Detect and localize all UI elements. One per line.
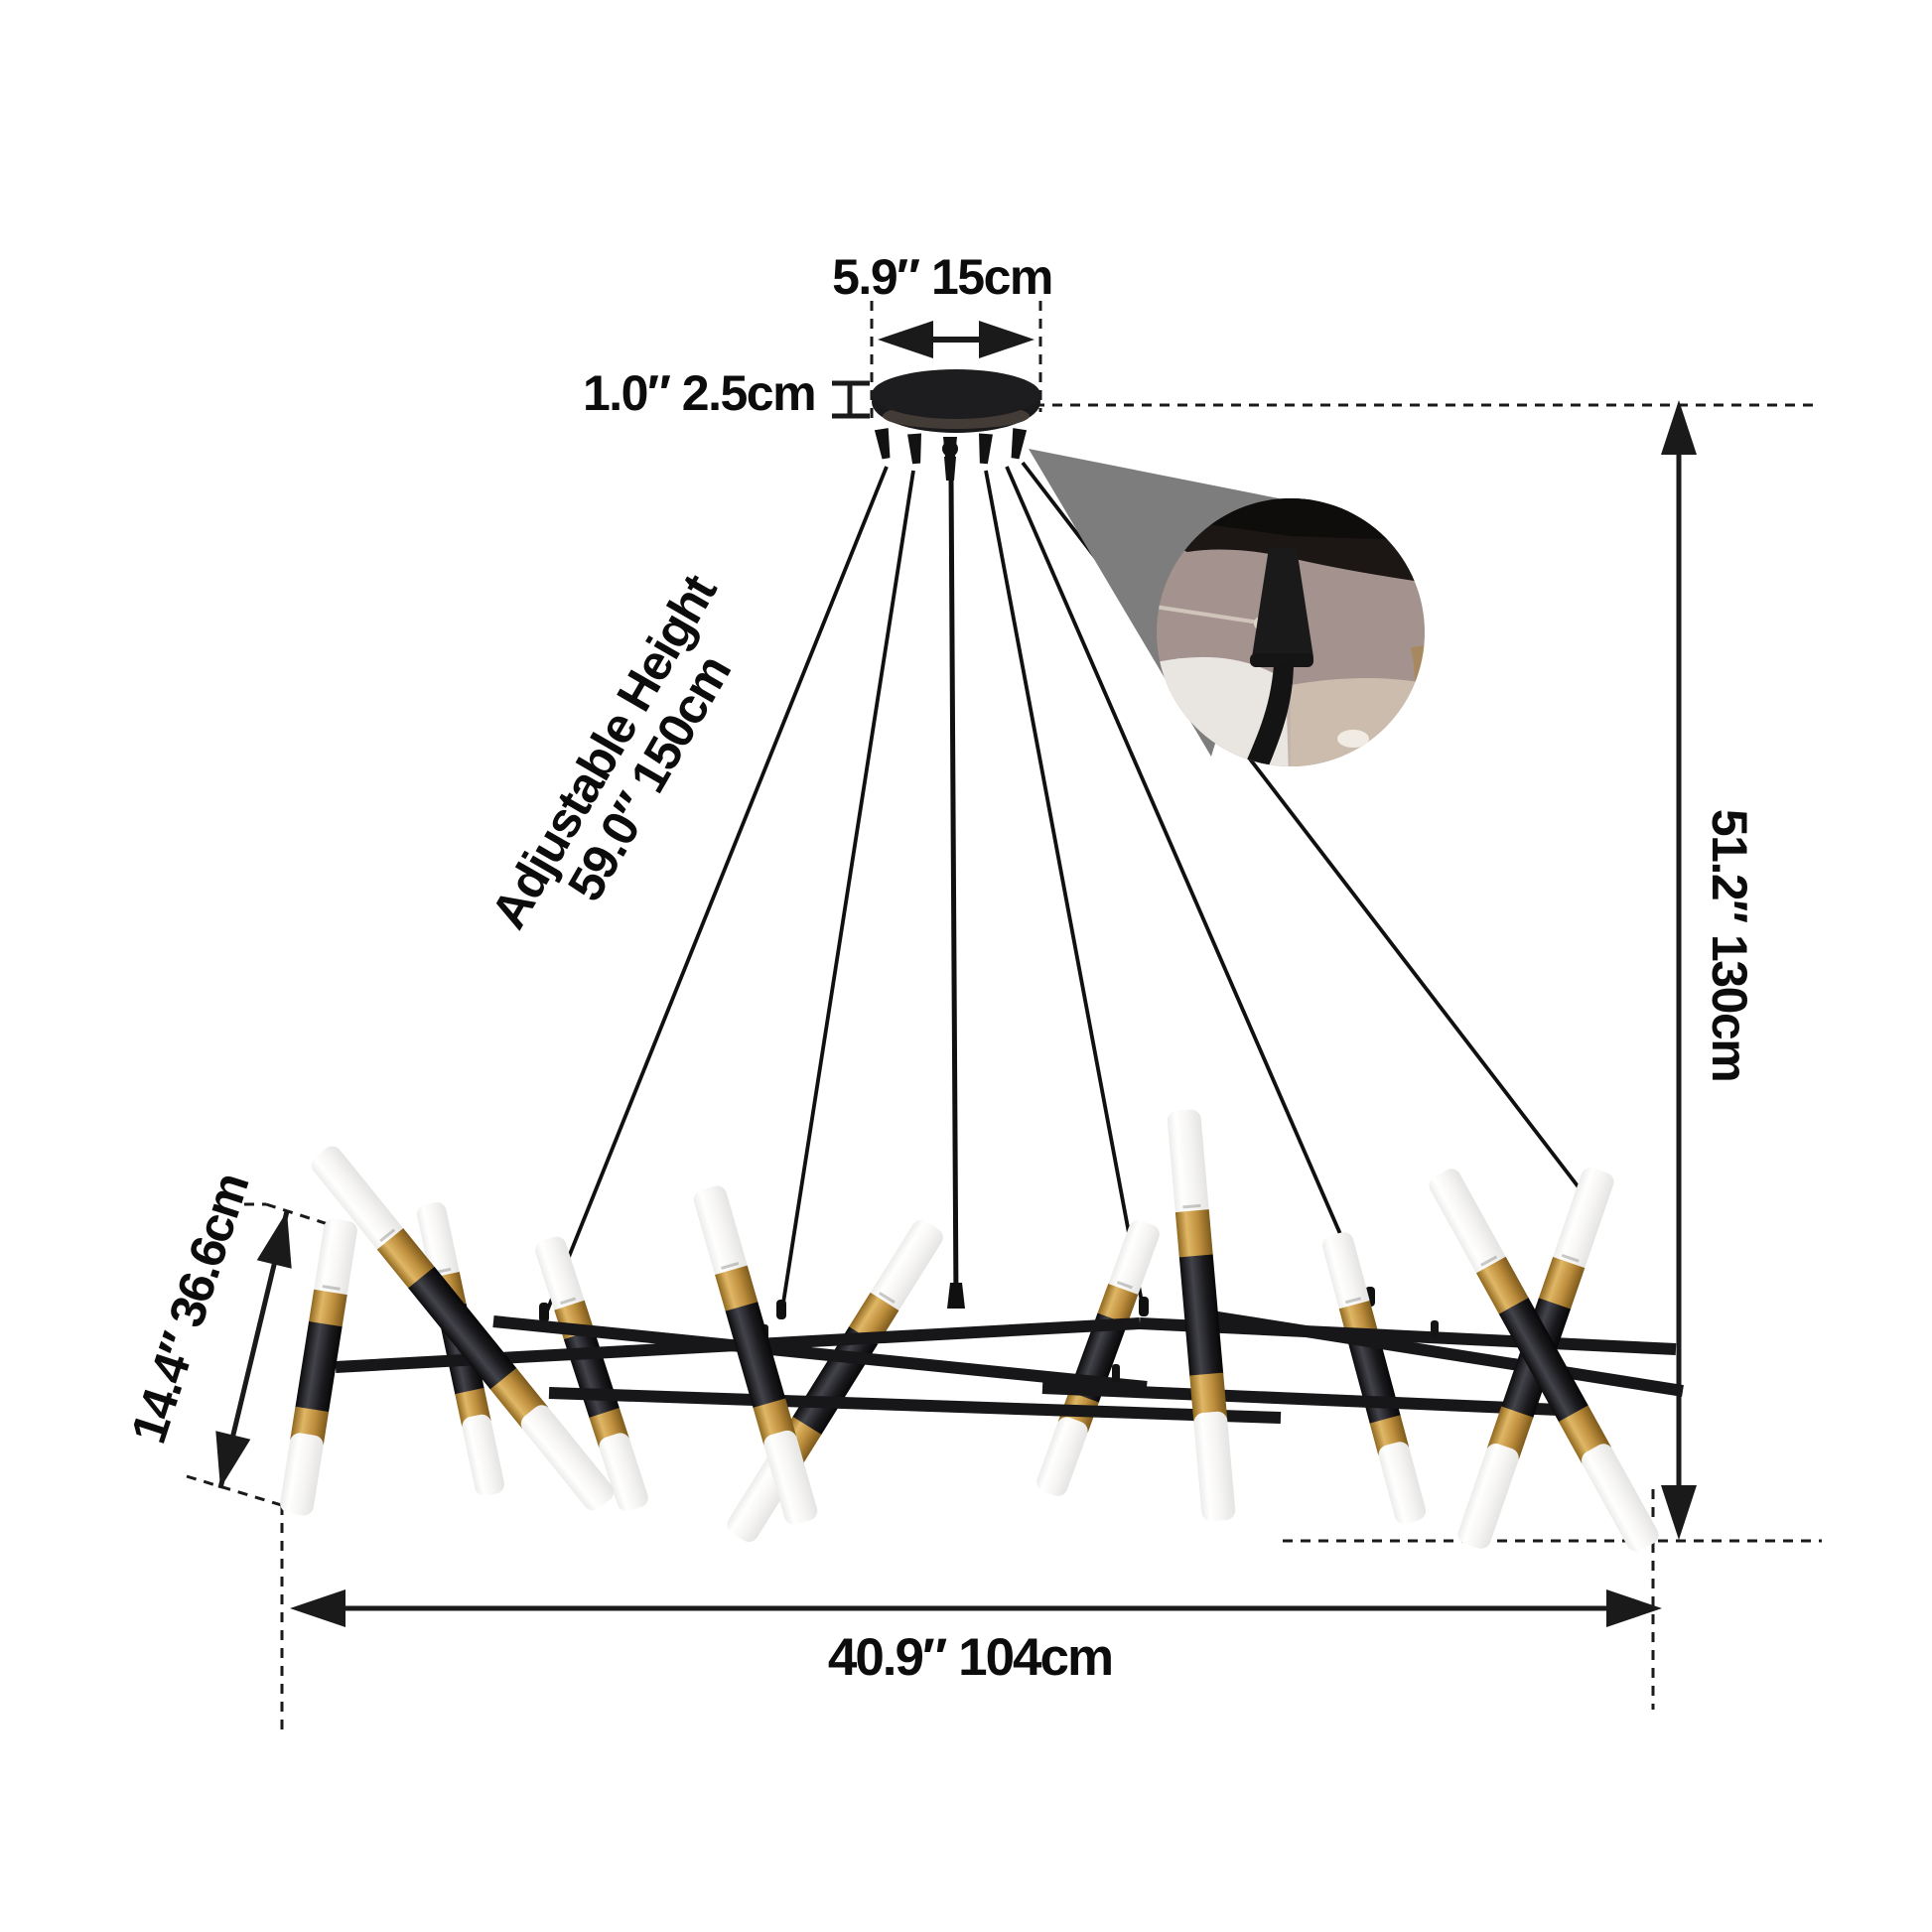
- svg-text:1.0″ 2.5cm: 1.0″ 2.5cm: [583, 365, 815, 421]
- svg-text:40.9″ 104cm: 40.9″ 104cm: [828, 1628, 1112, 1687]
- svg-text:51.2″ 130cm: 51.2″ 130cm: [1702, 809, 1757, 1081]
- svg-text:5.9″ 15cm: 5.9″ 15cm: [832, 249, 1052, 305]
